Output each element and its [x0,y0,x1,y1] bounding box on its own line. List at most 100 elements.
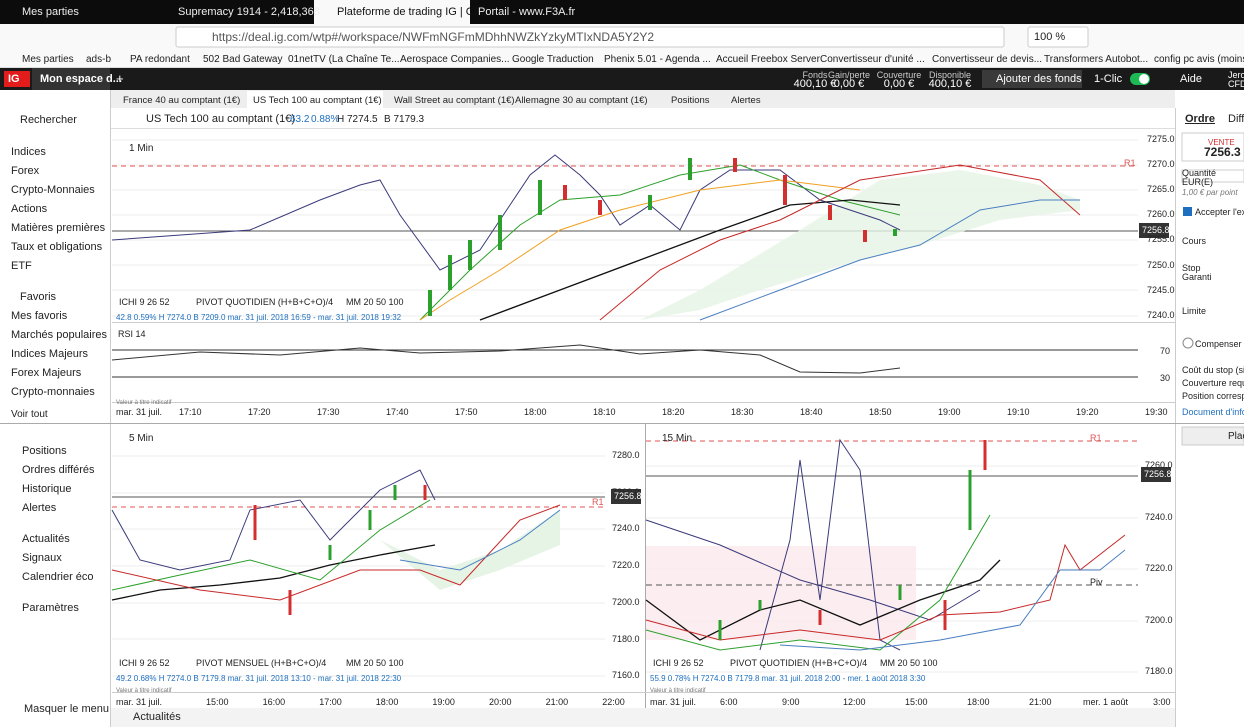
market-link[interactable]: Crypto-Monnaies [11,184,95,196]
logo: IG [8,73,20,85]
interval-selector[interactable]: 15 Min [662,433,693,444]
accept-checkbox[interactable]: Accepter l'exé [1195,207,1244,217]
favorites-title[interactable]: Favoris [20,291,57,303]
indicator-label[interactable]: ICHI 9 26 52 [653,658,704,668]
news-bar[interactable]: Actualités [133,711,181,723]
info-link[interactable]: Actualités [22,533,70,545]
help[interactable]: Aide [1180,73,1203,85]
rsi-label: RSI 14 [118,329,146,339]
browser-tab[interactable]: Plateforme de trading IG | CFD [337,6,489,18]
workspace-tab[interactable]: Allemagne 30 au comptant (1€) [515,95,648,106]
place-order-button[interactable]: Plac [1228,431,1244,442]
workspace-tab[interactable]: France 40 au comptant (1€) [123,95,241,106]
one-click-label: 1-Clic [1094,73,1123,85]
order-tab[interactable]: Diff [1228,113,1244,125]
price-tick-label: 7220.0 [1145,563,1173,573]
account-value: 400,10 € [793,78,837,90]
zoom-level[interactable]: 100 % [1034,31,1066,43]
indicator-label[interactable]: ICHI 9 26 52 [119,297,170,307]
market-link[interactable]: Actions [11,203,48,215]
bookmark[interactable]: Mes parties [22,54,74,65]
info-link[interactable]: Calendrier éco [22,571,94,583]
market-link[interactable]: Indices [11,146,46,158]
time-tick-label: 17:20 [248,407,271,417]
bookmark[interactable]: Google Traduction [512,54,594,65]
order-tab[interactable]: Ordre [1185,113,1215,125]
favorite-link[interactable]: Crypto-monnaies [11,386,95,398]
quantity-label: Quantité [1182,168,1217,178]
favorite-link[interactable]: Marchés populaires [11,329,107,341]
price-tick-label: 7240.0 [1145,511,1173,522]
tool-link[interactable]: Historique [22,483,72,495]
bookmark[interactable]: Transformers Autobot... [1044,54,1149,65]
time-tick-label: 19:20 [1076,407,1099,417]
bookmark[interactable]: Aerospace Companies... [400,54,510,65]
price-tick-label: 7275.0 [1147,134,1175,144]
market-link[interactable]: Taux et obligations [11,241,103,253]
indicator-label[interactable]: MM 20 50 100 [346,658,404,668]
time-tick-label: 18:20 [662,407,685,417]
bookmark[interactable]: Phenix 5.01 - Agenda ... [604,54,711,65]
favorite-link[interactable]: Forex Majeurs [11,367,82,379]
workspace-tab[interactable]: Wall Street au comptant (1€) [394,95,515,106]
info-link[interactable]: Signaux [22,552,62,564]
browser-tab[interactable]: Portail - www.F3A.fr [478,6,576,18]
sell-price[interactable]: 7256.3 [1204,145,1241,159]
add-workspace[interactable]: + [116,71,124,86]
price-tick-label: 7180.0 [612,633,640,644]
date-label: mar. 31 juil. [116,407,163,417]
indicator-values: 42.8 0.59% H 7274.0 B 7209.0 mar. 31 jui… [116,313,402,322]
browser-tab[interactable]: Mes parties [22,6,79,18]
current-price: 7256.8 [1142,225,1170,235]
url-bar[interactable]: https://deal.ig.com/wtp#/workspace/NWFmN… [212,30,655,44]
favorite-link[interactable]: Indices Majeurs [11,348,89,360]
hedge-radio[interactable]: Compenser [1195,339,1242,349]
price-tick-label: 7220.0 [612,560,640,571]
indicator-label[interactable]: MM 20 50 100 [880,658,938,668]
bookmark[interactable]: 01netTV (La Chaîne Te... [288,54,400,65]
time-tick-label: 17:00 [319,697,342,707]
limit-label: Limite [1182,306,1207,316]
time-tick-label: 21:00 [545,697,569,707]
tool-link[interactable]: Ordres différés [22,464,95,476]
workspace-tab[interactable]: Alertes [731,95,761,106]
indicator-label[interactable]: MM 20 50 100 [346,297,404,307]
indicator-label[interactable]: ICHI 9 26 52 [119,658,170,668]
hide-menu[interactable]: Masquer le menu [24,703,109,715]
user-name: Jerom [1228,70,1244,80]
date-label: mar. 31 juil. [650,697,697,707]
price-field-label: Cours [1182,236,1207,246]
market-link[interactable]: Matières premières [11,222,106,234]
bookmark[interactable]: Convertisseur de devis... [932,54,1043,65]
price-tick-label: 7250.0 [1147,259,1175,270]
account-label: Gain/perte [827,70,871,80]
document-link[interactable]: Document d'infor [1182,407,1244,417]
settings[interactable]: Paramètres [22,602,79,614]
tool-link[interactable]: Alertes [22,502,57,514]
pivot-label: R1 [1090,433,1102,443]
indicator-label[interactable]: PIVOT MENSUEL (H+B+C+O)/4 [196,658,327,668]
add-funds-button[interactable]: Ajouter des fonds [996,73,1082,85]
instrument-high: H 7274.5 [337,114,378,125]
bookmark[interactable]: Convertisseur d'unité ... [820,54,925,65]
workspace-tab[interactable]: Mon espace d... [40,73,122,85]
indicator-label[interactable]: PIVOT QUOTIDIEN (H+B+C+O)/4 [730,658,868,668]
bookmark[interactable]: 502 Bad Gateway [203,54,283,65]
browser-tab[interactable]: Supremacy 1914 - 2,418,368 [178,6,320,18]
time-tick-label: 19:10 [1007,407,1030,417]
bookmark[interactable]: Accueil Freebox Server [716,54,820,65]
bookmark[interactable]: ads-b [86,54,112,65]
workspace-tab[interactable]: US Tech 100 au comptant (1€) [253,95,382,106]
market-link[interactable]: Forex [11,165,40,177]
interval-selector[interactable]: 5 Min [129,433,154,444]
bookmark[interactable]: config pc avis (moins ... [1154,54,1244,65]
indicator-label[interactable]: PIVOT QUOTIDIEN (H+B+C+O)/4 [196,297,334,307]
tool-link[interactable]: Positions [22,445,67,457]
workspace-tab[interactable]: Positions [671,95,710,106]
interval-selector[interactable]: 1 Min [129,143,154,154]
favorite-link[interactable]: Mes favoris [11,310,68,322]
see-all[interactable]: Voir tout [11,409,48,420]
search[interactable]: Rechercher [20,114,77,126]
bookmark[interactable]: PA redondant [130,54,190,65]
market-link[interactable]: ETF [11,260,32,272]
